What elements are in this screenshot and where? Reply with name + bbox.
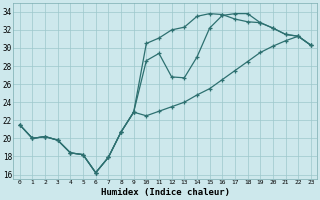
X-axis label: Humidex (Indice chaleur): Humidex (Indice chaleur) bbox=[101, 188, 230, 197]
